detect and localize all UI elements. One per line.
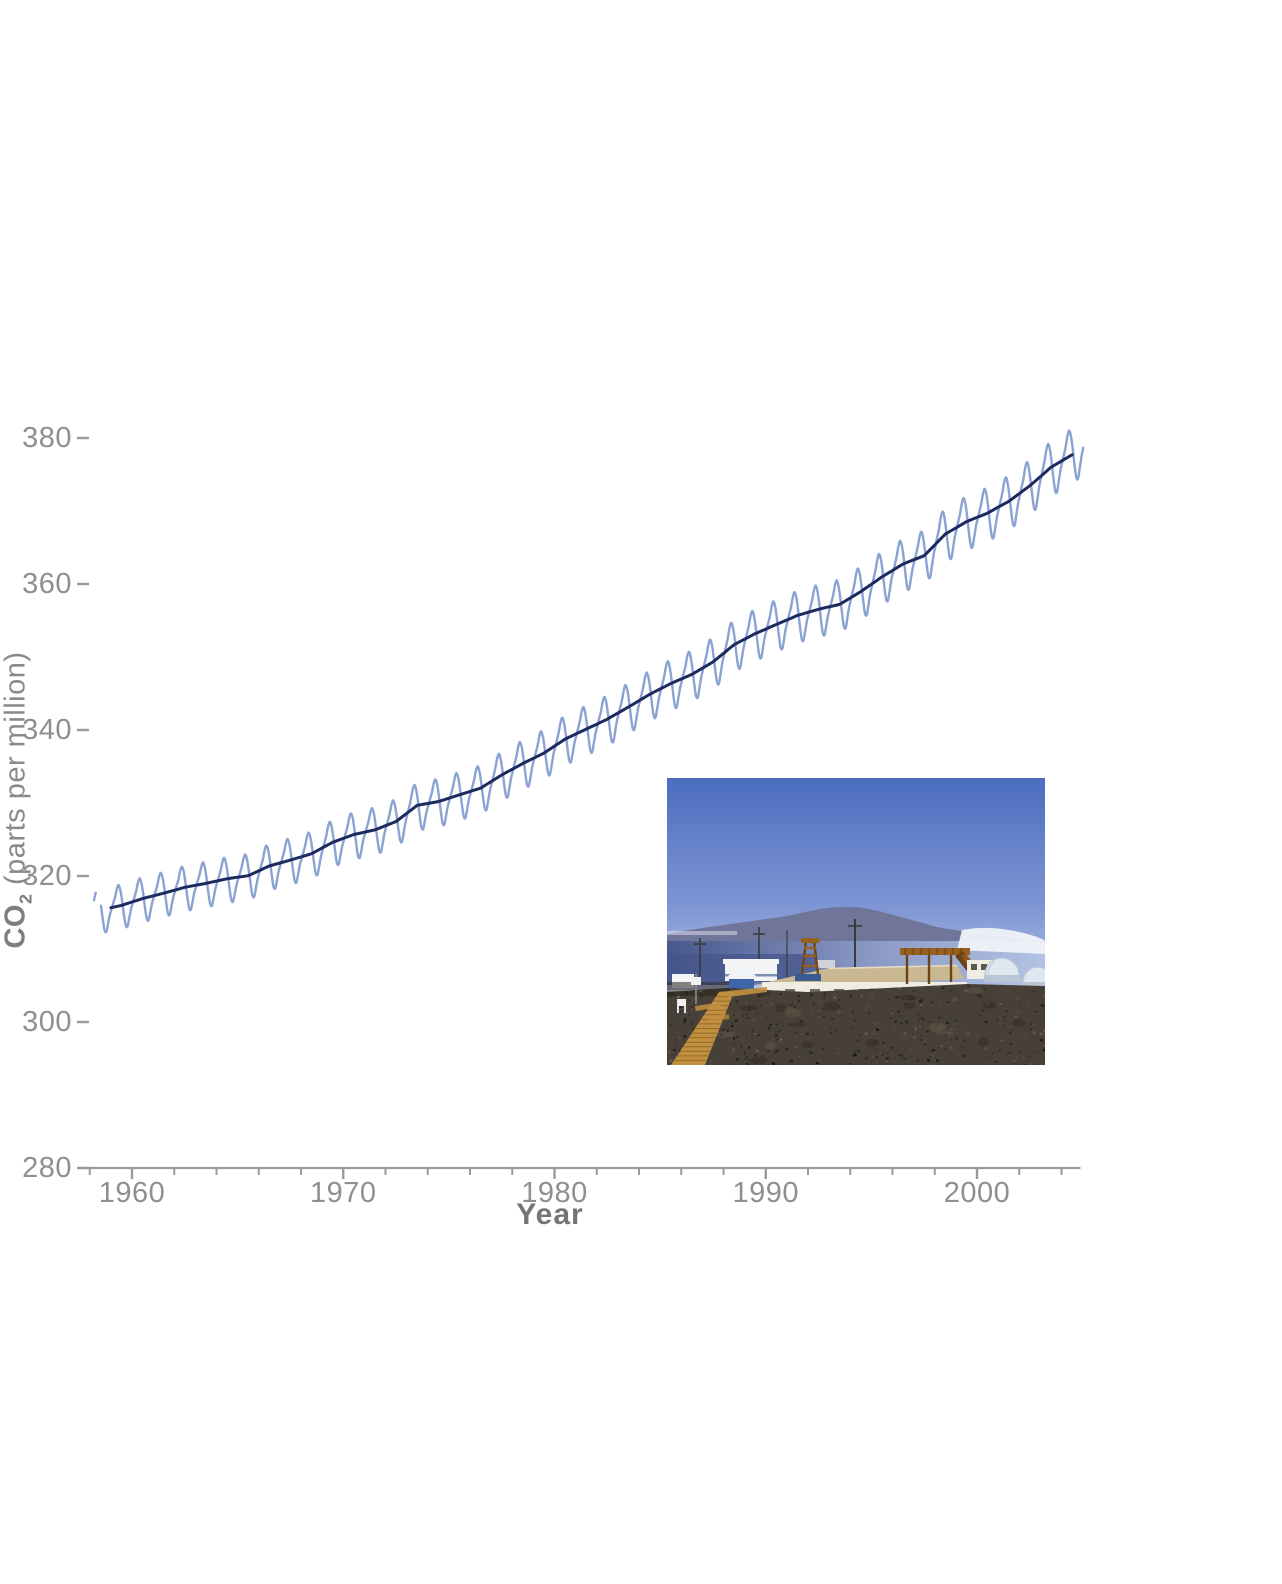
co2-chart: 380 360 340 320 300 280 1960 1970 1980 1990 2000 C… bbox=[0, 422, 1085, 1231]
photo-roof-ridge bbox=[828, 964, 958, 970]
y-axis-title-sub2: 2 bbox=[15, 893, 36, 905]
photo-instrument-post bbox=[691, 974, 701, 1004]
y-tick-label-360: 360 bbox=[22, 568, 72, 600]
photo-roof-blue-box bbox=[795, 974, 821, 981]
photo-trailer-roof bbox=[723, 959, 779, 964]
y-tick-label-340: 340 bbox=[22, 714, 72, 746]
y-axis-title: CO2 (parts per million) bbox=[0, 651, 36, 948]
photo-tent-canopy bbox=[725, 973, 759, 979]
photo-left-shadow bbox=[667, 982, 729, 996]
photo-loose-plank bbox=[706, 1014, 730, 1021]
photo-wooden-tower bbox=[800, 938, 820, 975]
x-tick-label-1980: 1980 bbox=[521, 1177, 588, 1209]
x-tick-label-1970: 1970 bbox=[309, 1177, 377, 1209]
photo-loose-plank bbox=[695, 1002, 722, 1011]
x-axis-title: Year bbox=[516, 1198, 584, 1231]
x-tick-label-1990: 1990 bbox=[732, 1177, 799, 1209]
axis-layer bbox=[77, 436, 1081, 1179]
y-tick-label-320: 320 bbox=[22, 860, 72, 892]
chart-plot-svg bbox=[77, 429, 1085, 1179]
photo-right-window bbox=[971, 964, 977, 970]
y-axis-title-units: (parts per million) bbox=[0, 651, 32, 894]
photo-observatory-domes bbox=[984, 957, 1045, 988]
photo-right-window bbox=[981, 964, 987, 970]
photo-lava-field bbox=[667, 984, 1045, 1065]
x-tick-label-2000: 2000 bbox=[943, 1177, 1011, 1209]
y-axis-title-co: CO bbox=[0, 904, 32, 949]
photo-tent bbox=[729, 979, 754, 991]
y-tick-label-300: 300 bbox=[22, 1006, 72, 1038]
annual-trend-line bbox=[109, 453, 1074, 910]
mauna-loa-observatory-photo bbox=[667, 778, 1045, 1065]
photo-boardwalk-branch bbox=[719, 987, 767, 997]
y-tick-label-380: 380 bbox=[22, 422, 72, 454]
y-tick-label-280: 280 bbox=[22, 1152, 72, 1184]
photo-cloud-bank bbox=[957, 927, 1045, 954]
photo-white-chair bbox=[677, 999, 686, 1013]
observatory-photo-svg bbox=[667, 778, 1045, 1065]
photo-cloud-wisp bbox=[667, 931, 737, 935]
x-tick-label-1960: 1960 bbox=[98, 1177, 166, 1209]
seasonal-co2-line bbox=[92, 429, 1085, 934]
photo-roof-equipment bbox=[817, 960, 835, 968]
